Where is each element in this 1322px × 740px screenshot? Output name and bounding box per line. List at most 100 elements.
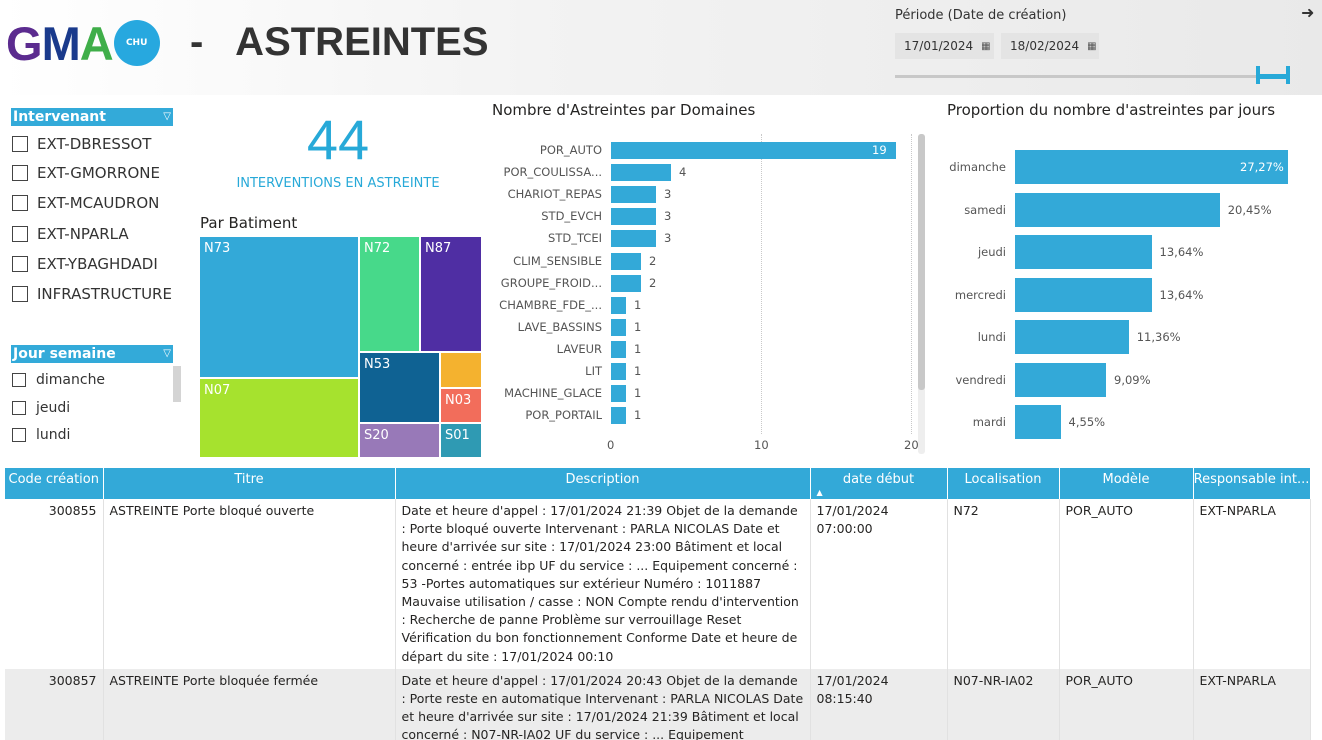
treemap-cell-n03[interactable]: N03 xyxy=(441,389,481,422)
period-slider-track[interactable] xyxy=(895,75,1290,78)
data-label: 4,55% xyxy=(1068,415,1106,429)
table-header-row: Code création Titre Description date déb… xyxy=(5,468,1311,499)
gridline xyxy=(911,134,912,434)
col-header-date-label: date début xyxy=(842,472,915,487)
col-header-titre[interactable]: Titre xyxy=(103,468,396,499)
logo-letter-m: M xyxy=(41,16,81,70)
category-label: LAVEUR xyxy=(556,341,602,356)
bar[interactable] xyxy=(611,340,626,358)
cell-code: 300855 xyxy=(5,499,104,669)
checkbox[interactable] xyxy=(12,256,28,272)
chevron-down-icon[interactable]: ▽ xyxy=(163,348,171,359)
period-end-date[interactable]: 18/02/2024 ▦ xyxy=(1001,33,1099,59)
cell-localisation: N07-NR-IA02 xyxy=(947,668,1060,740)
data-label: 1 xyxy=(634,341,642,356)
period-start-date[interactable]: 17/01/2024 ▦ xyxy=(895,33,994,59)
intervenant-slicer-header[interactable]: Intervenant ▽ xyxy=(11,108,173,126)
checkbox[interactable] xyxy=(12,286,28,302)
period-slider-range[interactable] xyxy=(1258,74,1288,79)
checkbox[interactable] xyxy=(12,226,28,242)
col-header-modele[interactable]: Modèle xyxy=(1059,468,1194,499)
bar[interactable] xyxy=(611,164,671,182)
col-header-description[interactable]: Description xyxy=(395,468,811,499)
category-label: STD_TCEI xyxy=(548,231,602,246)
jour-semaine-slicer-header[interactable]: Jour semaine ▽ xyxy=(11,345,173,363)
bar[interactable] xyxy=(611,230,656,248)
chu-logo-icon: CHU xyxy=(113,20,160,66)
jour-option[interactable]: dimanche xyxy=(12,372,105,388)
treemap-cell-n07[interactable]: N07 xyxy=(200,379,358,457)
gridline xyxy=(761,134,762,434)
day-label: mercredi xyxy=(954,287,1006,302)
cell-description: Date et heure d'appel : 17/01/2024 20:43… xyxy=(395,668,811,740)
intervenant-option[interactable]: EXT-YBAGHDADI xyxy=(12,255,158,273)
intervenant-option[interactable]: EXT-MCAUDRON xyxy=(12,194,159,212)
treemap-cell-n53[interactable]: N53 xyxy=(360,353,439,422)
period-filter-label: Période (Date de création) xyxy=(895,8,1067,23)
intervenant-option[interactable]: EXT-DBRESSOT xyxy=(12,135,151,153)
cell-modele: POR_AUTO xyxy=(1059,668,1194,740)
bar[interactable] xyxy=(611,208,656,226)
intervenant-option[interactable]: INFRASTRUCTURE xyxy=(12,285,172,303)
bar[interactable] xyxy=(1015,235,1152,269)
col-header-localisation[interactable]: Localisation xyxy=(947,468,1060,499)
category-label: CLIM_SENSIBLE xyxy=(513,253,602,268)
cell-label: N03 xyxy=(445,393,472,408)
period-slider-end-handle[interactable] xyxy=(1286,66,1290,84)
chevron-down-icon[interactable]: ▽ xyxy=(163,111,171,122)
gmao-logo: G M A CHU xyxy=(6,18,160,68)
bar[interactable] xyxy=(611,318,626,336)
category-label: CHAMBRE_FDE_... xyxy=(499,297,602,312)
treemap-cell-n72[interactable]: N72 xyxy=(360,237,419,351)
calendar-icon[interactable]: ▦ xyxy=(1087,40,1097,52)
sort-asc-icon[interactable]: ▲ xyxy=(816,488,823,497)
day-label: samedi xyxy=(964,202,1006,217)
col-header-code[interactable]: Code création xyxy=(5,468,104,499)
bar[interactable] xyxy=(611,186,656,204)
checkbox[interactable] xyxy=(12,373,26,387)
bar[interactable] xyxy=(611,274,641,292)
checkbox[interactable] xyxy=(12,401,26,415)
bar[interactable] xyxy=(611,363,626,380)
bar[interactable] xyxy=(611,142,896,159)
treemap-cell-s01[interactable]: S01 xyxy=(441,424,481,457)
calendar-icon[interactable]: ▦ xyxy=(981,40,991,52)
bar[interactable] xyxy=(1015,150,1288,184)
bar[interactable] xyxy=(1015,320,1129,354)
jour-slicer-scrollbar[interactable] xyxy=(173,366,181,402)
exit-arrow-icon[interactable]: ➜ xyxy=(1301,3,1315,22)
period-end-value: 18/02/2024 xyxy=(1010,39,1080,53)
table-row[interactable]: 300855 ASTREINTE Porte bloqué ouverte Da… xyxy=(5,499,1311,669)
treemap-cell-n87[interactable]: N87 xyxy=(421,237,481,351)
bar[interactable] xyxy=(1015,192,1220,227)
bar[interactable] xyxy=(1015,405,1061,439)
intervenant-option[interactable]: EXT-NPARLA xyxy=(12,225,129,243)
col-header-responsable[interactable]: Responsable int... xyxy=(1193,468,1311,499)
day-label: mardi xyxy=(972,415,1006,429)
bar[interactable] xyxy=(1015,277,1152,312)
checkbox[interactable] xyxy=(12,195,28,211)
checkbox[interactable] xyxy=(12,165,28,181)
checkbox[interactable] xyxy=(12,136,28,152)
period-slider-start-handle[interactable] xyxy=(1256,66,1260,84)
checkbox[interactable] xyxy=(12,428,26,442)
data-label: 2 xyxy=(649,275,657,290)
intervenant-option[interactable]: EXT-GMORRONE xyxy=(12,164,160,182)
col-header-date-debut[interactable]: date début ▲ xyxy=(810,468,948,499)
days-chart-title: Proportion du nombre d'astreintes par jo… xyxy=(947,101,1276,119)
x-tick-label: 10 xyxy=(754,438,769,452)
table-row[interactable]: 300857 ASTREINTE Porte bloquée fermée Da… xyxy=(5,668,1311,740)
jour-option[interactable]: lundi xyxy=(12,427,70,443)
bar[interactable] xyxy=(611,385,626,403)
treemap-cell-n73[interactable]: N73 xyxy=(200,237,358,377)
cell-responsable: EXT-NPARLA xyxy=(1193,668,1311,740)
treemap-cell-s20[interactable]: S20 xyxy=(360,424,439,457)
bar[interactable] xyxy=(1015,362,1106,397)
bar[interactable] xyxy=(611,296,626,314)
jour-option[interactable]: jeudi xyxy=(12,400,70,416)
treemap-cell-unlabeled[interactable] xyxy=(441,353,481,387)
bar[interactable] xyxy=(611,407,626,425)
bar[interactable] xyxy=(611,252,641,270)
data-label: 3 xyxy=(664,209,672,224)
domain-chart-scrollbar[interactable] xyxy=(918,134,925,390)
